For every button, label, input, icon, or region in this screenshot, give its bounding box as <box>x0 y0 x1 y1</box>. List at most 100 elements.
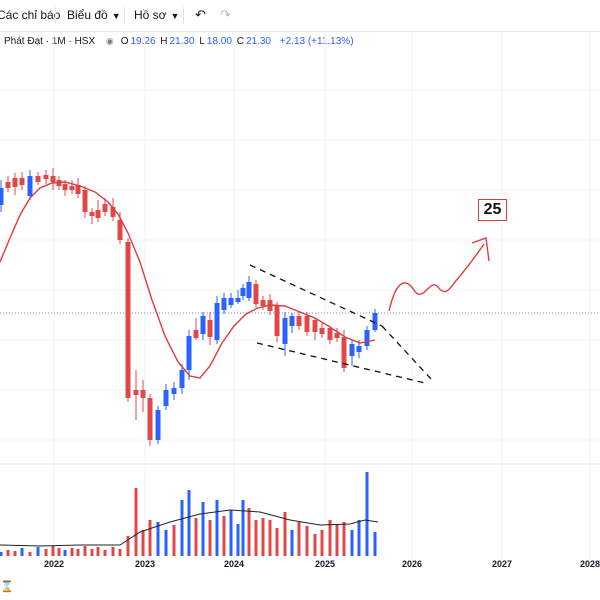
volume-bar <box>90 549 94 556</box>
time-axis-label: 2022 <box>44 559 64 569</box>
candle-body <box>334 333 340 338</box>
volume-bar <box>134 488 138 556</box>
volume-ma-line <box>0 509 379 547</box>
candle-body <box>5 182 11 188</box>
candle-body <box>89 212 95 216</box>
candle-body <box>372 313 378 330</box>
volume-bar <box>201 502 205 556</box>
candle-body <box>75 185 81 194</box>
candle-body <box>155 410 161 440</box>
candle-body <box>35 176 41 182</box>
chart-grid <box>0 32 600 560</box>
volume-bar <box>194 518 198 556</box>
volume-bar <box>44 549 48 556</box>
volume-bar <box>141 530 145 556</box>
volume-bar <box>51 546 55 556</box>
volume-bar <box>63 550 67 556</box>
volume-bar <box>164 530 168 556</box>
volume-bar <box>187 490 191 556</box>
wedge-lower-trendline[interactable] <box>256 342 426 384</box>
target-price-label[interactable]: 25 <box>478 199 507 221</box>
volume-bar <box>172 525 176 556</box>
volume-bar <box>342 522 346 556</box>
time-axis-label: 2024 <box>224 559 244 569</box>
candle-body <box>125 242 131 398</box>
low-label: L <box>199 36 205 47</box>
candle-body <box>200 316 206 334</box>
volume-bar <box>83 546 87 556</box>
time-axis-label: 2025 <box>315 559 335 569</box>
wedge-upper-trendline-ext[interactable] <box>381 325 433 381</box>
volume-bar <box>28 552 32 556</box>
volume-bar <box>365 472 369 556</box>
candle-body <box>171 388 177 394</box>
volume-bar <box>96 547 100 556</box>
volume-bar <box>6 550 10 556</box>
candle-body <box>235 298 241 302</box>
candle-body <box>95 210 101 218</box>
high-value: 21.30 <box>169 36 195 47</box>
candle-body <box>228 298 234 305</box>
candle-body <box>312 320 318 332</box>
eye-icon[interactable]: ◉ <box>105 36 114 46</box>
candle-body <box>327 328 333 340</box>
volume-bars <box>0 472 377 556</box>
time-axis-label: 2023 <box>135 559 155 569</box>
candle-body <box>274 306 280 336</box>
profile-menu[interactable]: Hồ sơ ▼ <box>134 8 179 22</box>
chart-type-menu[interactable]: Biểu đồ ▼ <box>67 8 121 22</box>
redo-icon[interactable]: ↷ <box>220 7 231 22</box>
indicators-menu[interactable]: Các chỉ báo <box>0 8 60 22</box>
volume-bar <box>335 524 339 556</box>
volume-bar <box>20 548 24 556</box>
candle-body <box>304 316 310 332</box>
candle-body <box>62 184 68 190</box>
candle-body <box>364 330 370 346</box>
time-axis-label: 2028 <box>580 559 600 569</box>
close-label: C <box>236 36 244 47</box>
toolbar-divider <box>124 7 125 24</box>
high-label: H <box>160 36 168 47</box>
volume-bar <box>305 526 309 556</box>
candles <box>0 168 378 446</box>
volume-bar <box>254 520 258 556</box>
volume-bar <box>241 500 245 556</box>
wedge-upper-trendline[interactable] <box>249 264 383 327</box>
top-toolbar: Các chỉ báo Biểu đồ ▼ Hồ sơ ▼ ↶ ↷ <box>0 0 600 32</box>
candle-body <box>282 318 288 344</box>
candle-body <box>253 284 259 304</box>
volume-bar <box>320 530 324 556</box>
candle-body <box>260 300 266 306</box>
volume-bar <box>268 520 272 556</box>
volume-bar <box>76 549 80 556</box>
volume-bar <box>13 551 17 556</box>
candle-body <box>0 188 4 205</box>
volume-bar <box>70 548 74 556</box>
candle-body <box>43 175 49 179</box>
candle-body <box>69 186 75 190</box>
candle-body <box>133 390 139 395</box>
projection-arrow-path[interactable] <box>388 243 485 312</box>
volume-bar <box>215 500 219 556</box>
open-label: O <box>120 36 129 47</box>
volume-bar <box>247 508 251 556</box>
volume-bar <box>373 532 377 556</box>
volume-bar <box>0 552 3 556</box>
candle-body <box>140 390 146 398</box>
undo-icon[interactable]: ↶ <box>195 7 206 22</box>
volume-bar <box>261 518 265 556</box>
volume-bar <box>357 520 361 556</box>
volume-bar <box>290 530 294 556</box>
volume-bar <box>275 528 279 556</box>
replay-icon[interactable]: ⌛ <box>0 581 14 593</box>
arrow-head-icon <box>471 237 490 262</box>
volume-bar <box>180 500 184 556</box>
candle-body <box>289 316 295 326</box>
candle-body <box>12 178 18 187</box>
volume-bar <box>57 548 61 556</box>
profile-label: Hồ sơ <box>134 8 167 22</box>
candle-body <box>296 316 302 326</box>
candle-body <box>117 220 123 240</box>
volume-bar <box>229 510 233 556</box>
